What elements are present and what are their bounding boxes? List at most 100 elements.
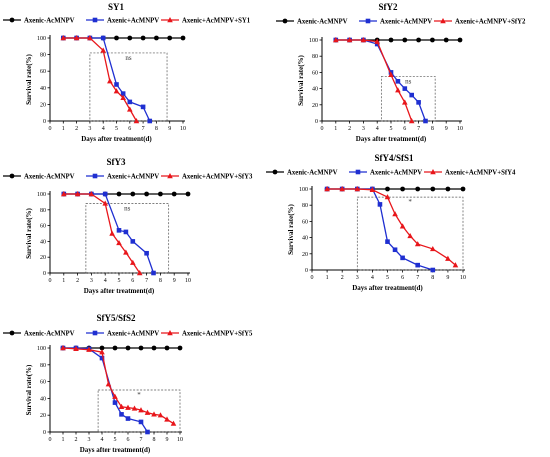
legend-marker <box>92 330 98 336</box>
chart-panel-3: SfY3 Axenic-AcMNPV Axenic+AcMNPV Axenic+AcM… <box>3 157 253 295</box>
data-point <box>167 35 173 41</box>
x-tick-label: 0 <box>49 126 52 132</box>
x-tick-label: 8 <box>155 126 158 132</box>
data-point <box>171 191 177 197</box>
y-tick-label: 100 <box>37 36 46 42</box>
legend-marker <box>167 330 173 336</box>
data-point <box>416 37 421 43</box>
data-point <box>60 345 66 351</box>
y-tick-label: 60 <box>40 380 46 386</box>
y-tick-label: 100 <box>37 192 46 198</box>
x-tick-label: 1 <box>62 437 65 443</box>
y-tick-label: 60 <box>302 219 308 225</box>
x-axis-label: Days after treatment(d) <box>81 135 152 143</box>
data-point <box>144 191 150 197</box>
data-point <box>360 37 367 43</box>
y-tick-label: 100 <box>37 346 46 352</box>
data-point <box>74 191 81 197</box>
data-point <box>452 262 459 268</box>
legend-label: Axenic+AcMNPV <box>380 19 432 26</box>
legend-marker <box>9 17 15 23</box>
x-tick-label: 3 <box>90 278 93 284</box>
series-line <box>327 188 456 266</box>
significance-box <box>97 389 181 433</box>
data-point <box>140 104 146 110</box>
data-point <box>136 270 143 276</box>
data-point <box>385 186 390 192</box>
x-tick-label: 6 <box>131 278 134 284</box>
data-point <box>114 35 119 41</box>
data-point <box>116 228 122 233</box>
data-point <box>177 345 183 351</box>
data-point <box>102 200 108 206</box>
data-point <box>151 345 157 351</box>
legend-marker <box>9 330 15 336</box>
x-tick-label: 4 <box>104 278 107 284</box>
legend-marker <box>167 173 173 179</box>
data-point <box>107 78 113 84</box>
data-point <box>402 37 408 43</box>
y-axis-label: Survival rate(%) <box>25 207 33 258</box>
legend-label: Axenic-AcMNPV <box>287 170 338 177</box>
data-point <box>127 106 133 112</box>
x-tick-label: 10 <box>180 126 186 132</box>
data-point <box>430 267 436 273</box>
data-point <box>73 345 79 352</box>
data-point <box>154 35 159 41</box>
x-tick-label: 0 <box>321 126 324 132</box>
x-tick-label: 2 <box>75 126 78 132</box>
x-tick-label: 9 <box>166 437 169 443</box>
data-point <box>113 88 120 94</box>
data-point <box>114 82 119 87</box>
data-point <box>147 118 153 124</box>
data-point <box>374 41 380 47</box>
data-point <box>99 349 105 355</box>
chart-title: SfY5/SfS2 <box>96 313 136 323</box>
x-axis-label: Days after treatment(d) <box>80 446 151 454</box>
data-point <box>409 92 414 98</box>
data-point <box>423 118 428 124</box>
x-tick-label: 2 <box>348 126 351 132</box>
x-tick-label: 1 <box>326 275 329 281</box>
data-point <box>118 403 125 409</box>
data-point <box>127 99 133 105</box>
x-tick-label: 8 <box>159 278 162 284</box>
legend-label: Axenic-AcMNPV <box>297 19 348 26</box>
data-point <box>395 87 401 93</box>
data-point <box>388 37 394 43</box>
x-tick-label: 1 <box>62 126 65 132</box>
data-point <box>112 400 118 405</box>
series-line <box>63 37 138 122</box>
data-point <box>377 202 383 207</box>
x-tick-label: 0 <box>49 437 52 443</box>
legend-label: Axenic+AcMNPV+SfY2 <box>455 19 526 26</box>
y-tick-label: 20 <box>312 103 318 109</box>
legend-marker <box>92 17 98 23</box>
data-point <box>158 191 163 197</box>
x-tick-label: 2 <box>76 278 79 284</box>
data-point <box>138 345 144 351</box>
data-point <box>430 186 436 192</box>
x-tick-label: 6 <box>403 126 406 132</box>
legend-label: Axenic+AcMNPV+SfY4 <box>445 170 516 177</box>
significance-label: * <box>137 391 141 399</box>
x-tick-label: 9 <box>445 126 448 132</box>
data-point <box>130 191 136 197</box>
data-point <box>408 118 415 124</box>
data-point <box>374 38 380 44</box>
data-point <box>157 412 164 418</box>
data-point <box>100 35 106 41</box>
data-point <box>415 186 421 192</box>
data-point <box>102 191 108 197</box>
chart-panel-1: SY1 Axenic-AcMNPV Axenic+AcMNPV Axenic+AcMN… <box>3 2 251 143</box>
data-point <box>402 99 408 105</box>
y-tick-label: 0 <box>305 268 308 274</box>
data-point <box>445 255 451 261</box>
significance-box <box>85 203 170 274</box>
significance-label: ns <box>405 77 412 85</box>
x-tick-label: 10 <box>460 275 466 281</box>
y-tick-label: 20 <box>40 413 46 419</box>
data-point <box>100 47 106 53</box>
x-tick-label: 3 <box>88 126 91 132</box>
x-tick-label: 8 <box>431 126 434 132</box>
